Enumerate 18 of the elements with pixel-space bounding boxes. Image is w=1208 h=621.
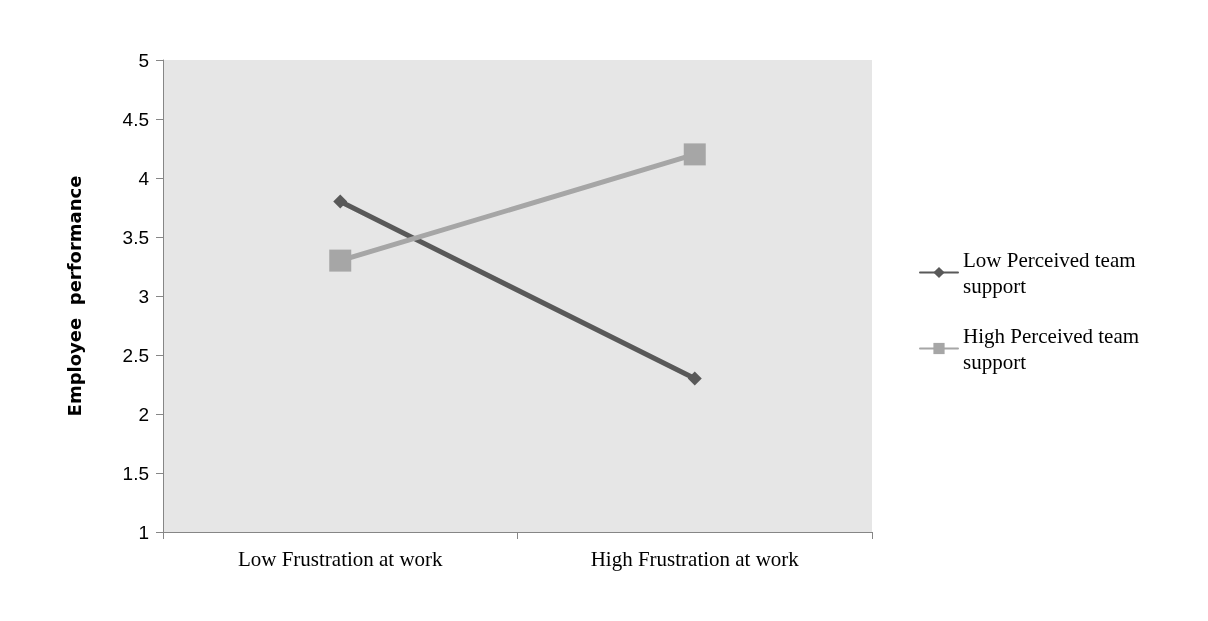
legend-label: High Perceived team support: [963, 323, 1145, 374]
point: [687, 371, 702, 386]
point: [329, 249, 352, 272]
point: [683, 143, 706, 166]
y-tick-label: 3: [138, 285, 149, 307]
y-tick-label: 4: [138, 167, 150, 189]
legend-label: Low Perceived team support: [963, 247, 1141, 298]
point: [333, 194, 348, 209]
y-tick-label: 5: [138, 49, 149, 71]
y-tick-label: 1.5: [122, 462, 149, 484]
y-tick-label: 4.5: [122, 108, 149, 130]
y-tick-label: 3.5: [122, 226, 149, 248]
y-tick-label: 2.5: [122, 344, 149, 366]
y-tick-label: 2: [138, 403, 149, 425]
y-tick-label: 1: [138, 521, 149, 543]
y-axis-title: Employee performance: [63, 175, 85, 417]
x-tick-label: Low Frustration at work: [237, 546, 444, 571]
x-tick-label: High Frustration at work: [590, 546, 800, 571]
